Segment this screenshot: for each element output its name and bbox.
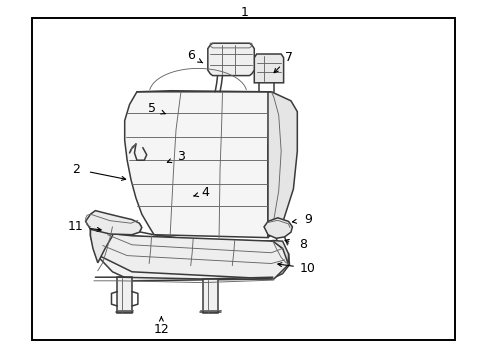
Polygon shape	[85, 211, 142, 235]
Text: 2: 2	[72, 163, 80, 176]
Text: 8: 8	[299, 238, 306, 251]
Bar	[32, 18, 454, 340]
Text: 12: 12	[153, 323, 169, 336]
Polygon shape	[267, 92, 297, 238]
Polygon shape	[203, 279, 217, 313]
Text: 4: 4	[201, 186, 209, 199]
Polygon shape	[93, 232, 288, 279]
Polygon shape	[254, 54, 283, 83]
Text: 6: 6	[186, 49, 194, 62]
Text: 9: 9	[304, 213, 311, 226]
Text: 11: 11	[68, 220, 83, 233]
Polygon shape	[90, 223, 289, 281]
Text: 3: 3	[177, 150, 184, 163]
Text: 10: 10	[300, 262, 315, 275]
Text: 7: 7	[284, 51, 292, 64]
Polygon shape	[90, 223, 112, 263]
Polygon shape	[117, 277, 132, 313]
Polygon shape	[264, 218, 292, 238]
Polygon shape	[207, 43, 254, 76]
Text: 1: 1	[240, 6, 248, 19]
Text: 5: 5	[147, 102, 155, 114]
Polygon shape	[271, 240, 288, 265]
Polygon shape	[124, 92, 271, 238]
